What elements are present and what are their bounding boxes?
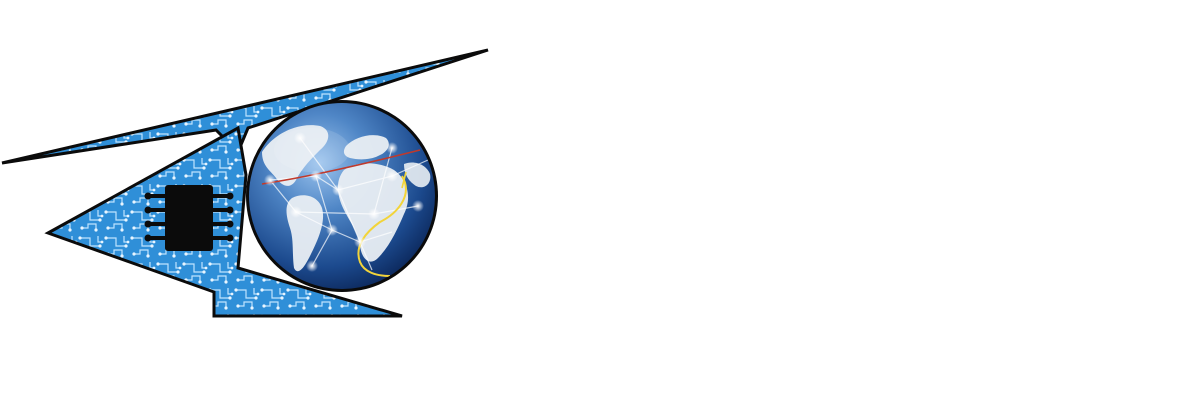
continent-arabia — [404, 162, 431, 188]
continent-north-america — [262, 125, 329, 186]
globe-icon — [246, 100, 438, 292]
upper-blade-shape — [1, 48, 489, 165]
network-nodes — [264, 132, 424, 272]
continent-europe — [343, 135, 389, 160]
microchip-icon — [144, 185, 234, 251]
